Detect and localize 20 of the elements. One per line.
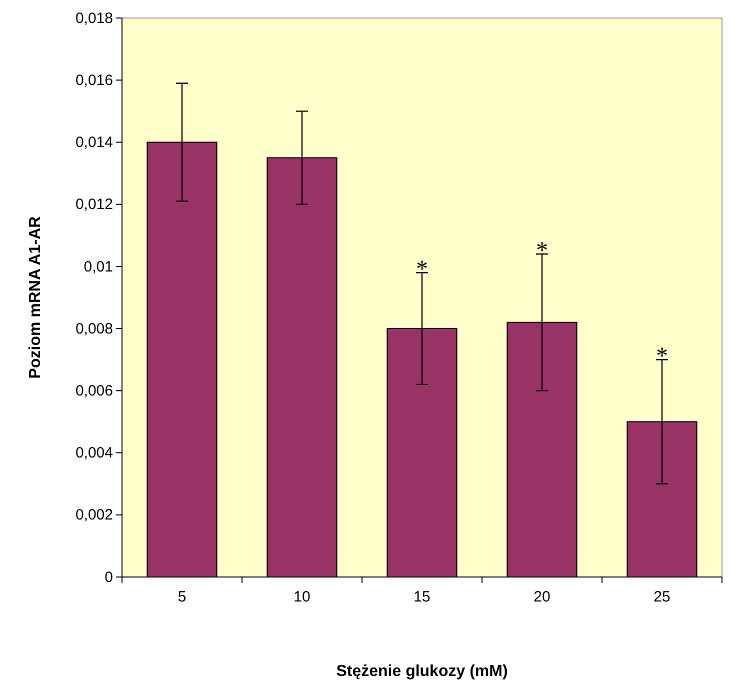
x-axis-title: Stężenie glukozy (mM): [336, 663, 508, 680]
x-tick-label: 10: [294, 588, 310, 606]
x-tick-label: 20: [534, 588, 550, 606]
y-axis-title: Poziom mRNA A1-AR: [27, 216, 44, 379]
y-tick-label: 0,006: [75, 382, 113, 400]
y-tick-label: 0,018: [75, 10, 113, 27]
y-tick-label: 0,016: [75, 72, 113, 89]
y-tick-label: 0,008: [75, 320, 113, 338]
y-tick-label: 0,014: [75, 134, 113, 152]
annotation: *: [536, 238, 548, 264]
annotation: *: [656, 344, 668, 370]
x-tick-label: 5: [178, 588, 186, 606]
y-tick-label: 0,01: [84, 258, 113, 276]
x-tick-label: 15: [414, 588, 430, 606]
y-tick-label: 0: [104, 568, 113, 586]
x-tick-label: 25: [654, 588, 670, 606]
annotation: *: [416, 256, 428, 283]
y-tick-label: 0,004: [75, 444, 113, 462]
y-tick-label: 0,012: [75, 196, 113, 214]
y-tick-label: 0,002: [75, 506, 113, 524]
